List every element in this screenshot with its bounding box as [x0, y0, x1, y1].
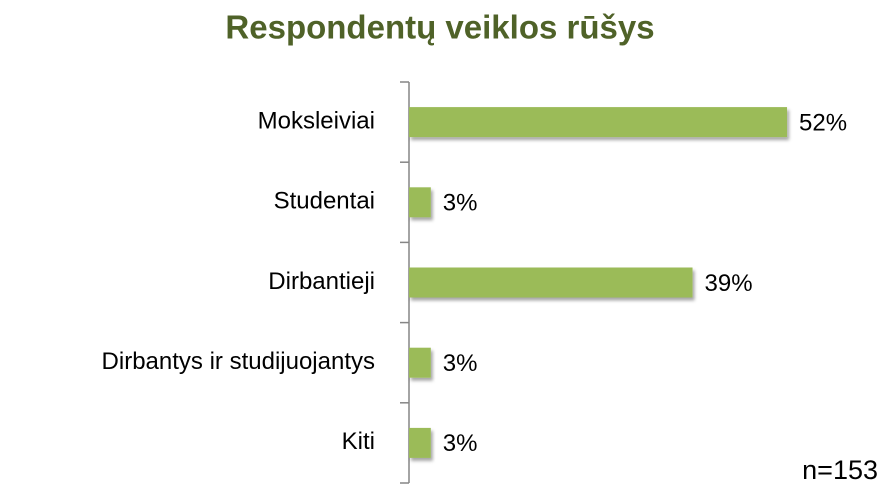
bar — [409, 107, 788, 138]
bar — [409, 347, 431, 378]
value-label: 3% — [443, 190, 478, 217]
category-label: Moksleiviai — [258, 107, 375, 134]
category-label: Studentai — [274, 188, 375, 215]
bar — [409, 267, 693, 298]
bar — [409, 427, 431, 458]
value-label: 3% — [443, 430, 478, 457]
category-label: Dirbantieji — [268, 268, 375, 295]
bar — [409, 187, 431, 218]
value-label: 3% — [443, 350, 478, 377]
chart-title: Respondentų veiklos rūšys — [225, 9, 654, 46]
value-label: 52% — [799, 109, 847, 136]
annotation: n=153 — [802, 455, 878, 485]
value-label: 39% — [705, 270, 753, 297]
category-label: Kiti — [342, 428, 375, 455]
category-label: Dirbantys ir studijuojantys — [102, 348, 375, 375]
